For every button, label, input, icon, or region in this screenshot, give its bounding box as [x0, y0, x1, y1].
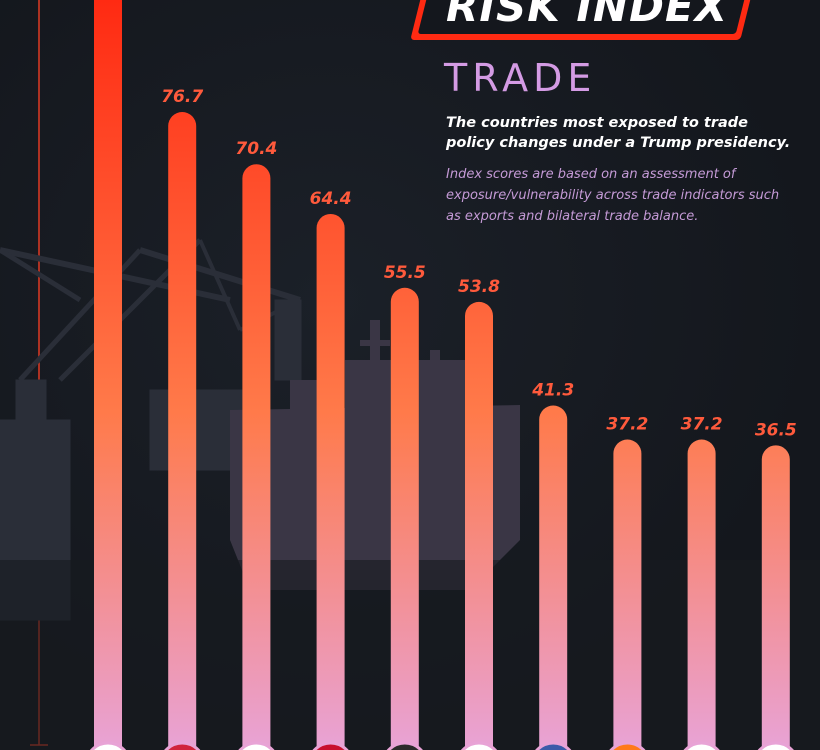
- bar-4: [316, 213, 345, 750]
- value-label-5: 55.5: [384, 263, 426, 283]
- flag-icon-1: [89, 741, 127, 750]
- lead-text: The countries most exposed to trade poli…: [446, 115, 791, 151]
- flag-icon-5: [386, 741, 423, 750]
- chart-title: RISK INDEX: [446, 0, 729, 31]
- flag-icon-7: [535, 741, 572, 750]
- flag-icon-4: [312, 741, 349, 750]
- bar-8: [613, 439, 642, 750]
- bar-9: [687, 439, 716, 750]
- value-label-4: 64.4: [310, 189, 352, 209]
- value-label-6: 53.8: [458, 277, 500, 297]
- value-label-2: 76.7: [161, 87, 203, 107]
- bar-7: [539, 405, 568, 750]
- bar-2: [168, 112, 197, 750]
- bar-3: [242, 164, 271, 750]
- value-label-3: 70.4: [235, 139, 277, 159]
- bar-6: [465, 301, 493, 750]
- flag-icon-10: [757, 741, 794, 750]
- value-label-7: 41.3: [531, 381, 574, 401]
- methodology-note: Index scores are based on an assessment …: [446, 167, 780, 224]
- flag-icon-9: [683, 741, 720, 750]
- flag-icon-8: [609, 741, 646, 750]
- bar-1: [94, 0, 122, 750]
- value-label-8: 37.2: [606, 415, 648, 435]
- value-label-9: 37.2: [681, 415, 723, 435]
- bar-5: [390, 287, 419, 750]
- flag-icon-6: [460, 741, 498, 750]
- bar-10: [761, 445, 790, 750]
- flag-icon-2: [164, 741, 201, 750]
- flag-icon-3: [238, 741, 275, 750]
- value-label-10: 36.5: [755, 420, 797, 440]
- chart-subtitle: TRADE: [444, 56, 597, 100]
